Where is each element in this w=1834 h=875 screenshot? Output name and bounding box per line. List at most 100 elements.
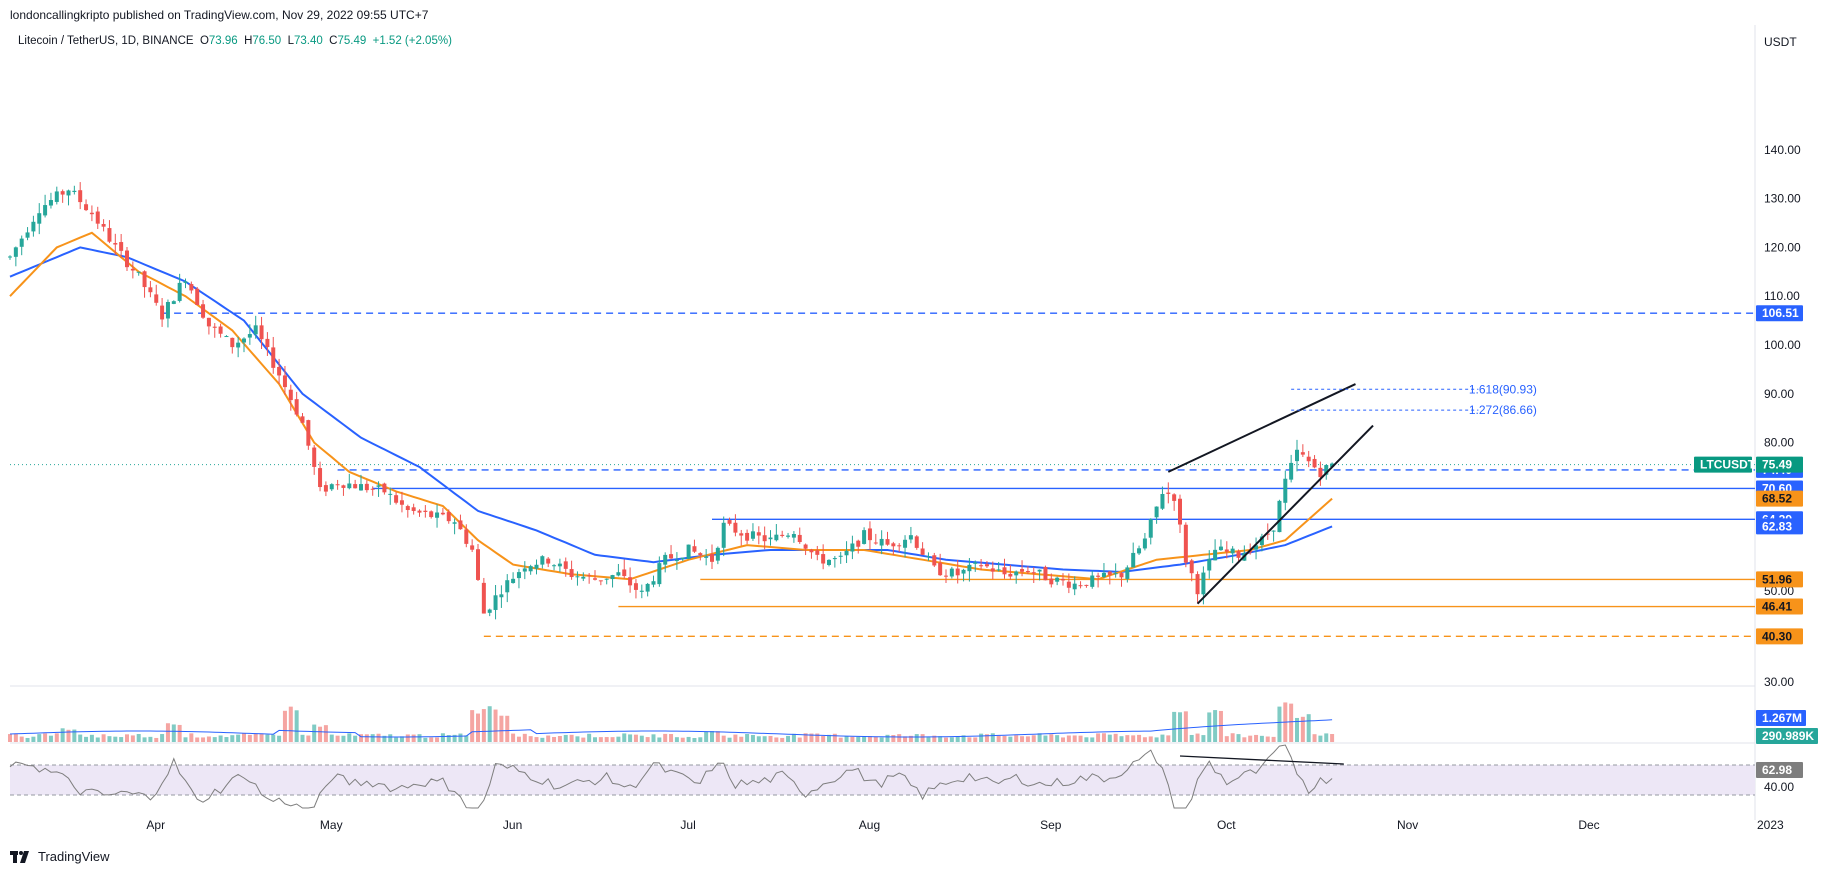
candle-body	[710, 553, 714, 562]
candle-body	[698, 553, 703, 556]
volume-bar	[288, 706, 293, 742]
axes: 140.00 130.00 120.00 110.00 100.00 90.00 80.00…	[146, 143, 1801, 832]
volume-bar	[1025, 736, 1030, 742]
volume-bar	[399, 736, 404, 742]
candle-body	[224, 336, 229, 338]
candle-body	[25, 232, 30, 238]
candle-body	[242, 338, 246, 343]
candle-body	[628, 577, 633, 586]
low-label: L	[287, 35, 294, 47]
volume-bar	[323, 725, 328, 742]
high-label: H	[244, 35, 253, 47]
candle-body	[780, 534, 785, 536]
volume-bar	[218, 735, 223, 742]
volume-bar	[1300, 716, 1305, 742]
volume-bar	[710, 730, 714, 742]
candle-body	[435, 512, 440, 518]
volume-bar	[745, 733, 750, 742]
volume-bar	[979, 733, 984, 742]
candle-body	[827, 559, 831, 565]
candle-body	[569, 569, 574, 578]
candle-body	[341, 485, 346, 488]
candle-body	[183, 281, 188, 283]
candle-body	[481, 582, 486, 614]
candle-body	[300, 416, 305, 423]
candle-body	[1131, 552, 1136, 568]
tradingview-logo[interactable]: TradingView	[10, 849, 110, 864]
volume-bar	[815, 733, 820, 742]
volume-bar	[119, 737, 124, 742]
volume-bar	[376, 733, 381, 742]
candle-body	[177, 282, 182, 301]
volume-pane	[8, 702, 1335, 742]
candle-body	[791, 534, 796, 538]
candle-body	[253, 325, 258, 335]
volume-bar	[803, 733, 808, 742]
candle-body	[43, 205, 48, 216]
candle-body	[142, 271, 147, 288]
volume-bar	[1148, 736, 1153, 742]
volume-bar	[750, 734, 755, 742]
volume-bar	[511, 733, 516, 742]
volume-bar	[1265, 736, 1270, 742]
candle-body	[821, 554, 826, 564]
volume-bar	[739, 736, 744, 742]
candle-body	[850, 543, 855, 552]
volume-bar	[1318, 735, 1323, 742]
candle-body	[31, 221, 36, 232]
volume-bar	[300, 734, 305, 742]
candle-body	[797, 534, 802, 543]
volume-bar	[1248, 735, 1253, 742]
volume-value-tag-bg	[1756, 728, 1818, 744]
volume-bar	[698, 737, 703, 742]
candle-body	[1172, 494, 1177, 501]
ema-fast-line	[9, 231, 1333, 581]
volume-bar	[908, 735, 913, 742]
candle-body	[528, 566, 533, 572]
candle-body	[206, 317, 211, 327]
tradingview-brand: TradingView	[38, 849, 110, 864]
volume-bar	[721, 735, 726, 742]
y-axis-tick: 80.00	[1764, 436, 1794, 450]
volume-bar	[353, 735, 358, 742]
volume-bar	[48, 735, 53, 742]
volume-bar	[329, 734, 334, 742]
candle-body	[1055, 577, 1060, 582]
candle-body	[1031, 572, 1036, 574]
rsi-line	[9, 744, 1333, 809]
candles	[8, 182, 1335, 620]
volume-bar	[1330, 734, 1335, 742]
publisher-caption: londoncallingkripto published on Trading…	[10, 8, 429, 22]
volume-bar	[838, 737, 843, 742]
candle-body	[961, 569, 966, 574]
candle-body	[721, 522, 726, 548]
volume-bar	[704, 731, 709, 742]
rsi-axis-tick: 40.00	[1764, 780, 1794, 794]
candle-body	[417, 510, 422, 513]
volume-bar	[552, 736, 557, 742]
candle-body	[645, 583, 650, 592]
candle-body	[154, 294, 159, 303]
candle-body	[1078, 585, 1083, 587]
y-axis-tick: 120.00	[1764, 240, 1801, 254]
candle-body	[1218, 546, 1223, 551]
y-axis-tick: 130.00	[1764, 192, 1801, 206]
candle-body	[552, 565, 557, 567]
volume-bar	[1008, 736, 1013, 742]
candle-body	[347, 483, 352, 489]
volume-bar	[1078, 735, 1083, 742]
candle-body	[932, 555, 937, 566]
volume-bar	[388, 734, 393, 742]
volume-bar	[651, 734, 656, 742]
volume-bar	[844, 736, 849, 742]
level-price-tag-bg	[1756, 571, 1803, 588]
volume-bar	[1172, 711, 1177, 742]
candle-body	[534, 564, 539, 569]
candle-body	[1306, 456, 1311, 462]
volume-bar	[271, 734, 276, 742]
candle-body	[125, 250, 129, 268]
volume-bar	[944, 737, 948, 742]
volume-bar	[850, 736, 855, 742]
candle-body	[944, 575, 948, 577]
